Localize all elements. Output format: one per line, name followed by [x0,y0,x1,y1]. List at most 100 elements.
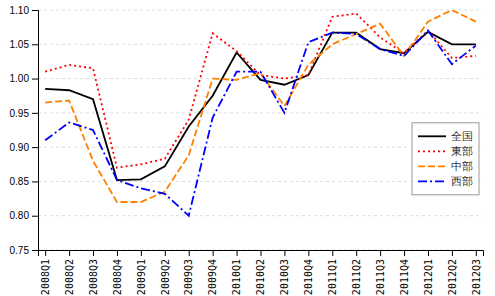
axis-line [39,251,484,257]
tick-label: 2012Q1 [423,259,434,295]
grid [38,10,483,250]
tick-label: 0.95 [10,108,30,119]
legend-swatch [418,165,446,167]
series-line [45,32,476,180]
x-tick: 2008Q3 [88,250,99,295]
tick-label: 0.85 [10,176,30,187]
tick-mark [308,250,309,256]
tick-mark [261,250,262,256]
tick-label: 2010Q1 [231,259,242,295]
y-tick: 0.90 [10,142,38,153]
tick-label: 2012Q2 [447,259,458,295]
tick-mark [32,181,38,182]
y-tick: 0.95 [10,108,38,119]
tick-label: 0.80 [10,210,30,221]
tick-mark [45,250,46,256]
legend-label: 全国 [451,130,473,143]
x-tick: 2012Q1 [423,250,434,295]
tick-mark [32,250,38,251]
tick-label: 2008Q2 [64,259,75,295]
x-tick: 2009Q1 [136,250,147,295]
legend-swatch [418,150,446,152]
series-line [45,13,476,167]
legend-label: 西部 [451,175,473,188]
x-tick: 2009Q4 [207,250,218,295]
x-tick: 2011Q1 [327,250,338,295]
tick-mark [69,250,70,256]
tick-mark [32,44,38,45]
tick-label: 2010Q4 [303,259,314,295]
tick-mark [428,250,429,256]
tick-mark [32,113,38,114]
tick-label: 2009Q4 [207,259,218,295]
tick-mark [32,147,38,148]
tick-label: 2008Q1 [40,259,51,295]
tick-label: 2009Q3 [183,259,194,295]
tick-mark [117,250,118,256]
x-tick: 2011Q4 [399,250,410,295]
tick-label: 2010Q3 [279,259,290,295]
y-tick: 1.05 [10,39,38,50]
x-tick: 2010Q3 [279,250,290,295]
tick-label: 2008Q3 [88,259,99,295]
tick-mark [189,250,190,256]
tick-label: 1.05 [10,39,30,50]
tick-mark [165,250,166,256]
tick-mark [452,250,453,256]
x-tick: 2008Q2 [64,250,75,295]
x-tick: 2010Q2 [255,250,266,295]
x-tick: 2012Q2 [447,250,458,295]
legend: 全国東部中部西部 [412,123,479,195]
legend-item: 中部 [418,160,473,173]
tick-mark [356,250,357,256]
y-tick: 1.00 [10,73,38,84]
tick-mark [93,250,94,256]
series-line [45,31,476,216]
tick-label: 2009Q1 [136,259,147,295]
legend-item: 西部 [418,175,473,188]
y-tick: 0.75 [10,245,38,256]
tick-mark [213,250,214,256]
tick-label: 2011Q4 [399,259,410,295]
legend-label: 中部 [451,160,473,173]
tick-mark [380,250,381,256]
x-axis: 2008Q1 2008Q2 2008Q3 2008Q4 2009Q1 2009Q2 2009… [39,250,484,295]
legend-swatch [418,180,446,182]
tick-mark [32,216,38,217]
x-tick: 2010Q4 [303,250,314,295]
tick-label: 2009Q2 [160,259,171,295]
plot: 0.750.800.850.900.951.001.051.102008Q120… [10,5,484,295]
tick-label: 0.75 [10,245,30,256]
legend-item: 東部 [418,145,473,158]
tick-label: 0.90 [10,142,30,153]
tick-label: 1.00 [10,73,30,84]
y-tick: 0.80 [10,210,38,221]
lines [45,10,476,216]
tick-label: 2011Q2 [351,259,362,295]
tick-mark [284,250,285,256]
axis-line [32,11,39,251]
x-tick: 2011Q2 [351,250,362,295]
x-tick: 2012Q3 [471,250,482,295]
x-tick: 2010Q1 [231,250,242,295]
x-tick: 2009Q2 [160,250,171,295]
legend-label: 東部 [451,145,473,158]
legend-swatch [418,135,446,137]
legend-item: 全国 [418,130,473,143]
x-tick: 2009Q3 [183,250,194,295]
tick-label: 1.10 [10,5,30,16]
y-tick: 0.85 [10,176,38,187]
x-tick: 2008Q1 [40,250,51,295]
tick-mark [332,250,333,256]
series-line [45,10,476,202]
tick-mark [141,250,142,256]
tick-label: 2011Q3 [375,259,386,295]
tick-mark [32,10,38,11]
chart: 0.750.800.850.900.951.001.051.102008Q120… [0,0,495,296]
x-tick: 2011Q3 [375,250,386,295]
tick-label: 2010Q2 [255,259,266,295]
grid-line [38,10,483,11]
x-tick: 2008Q4 [112,250,123,295]
tick-mark [32,79,38,80]
tick-mark [476,250,477,256]
